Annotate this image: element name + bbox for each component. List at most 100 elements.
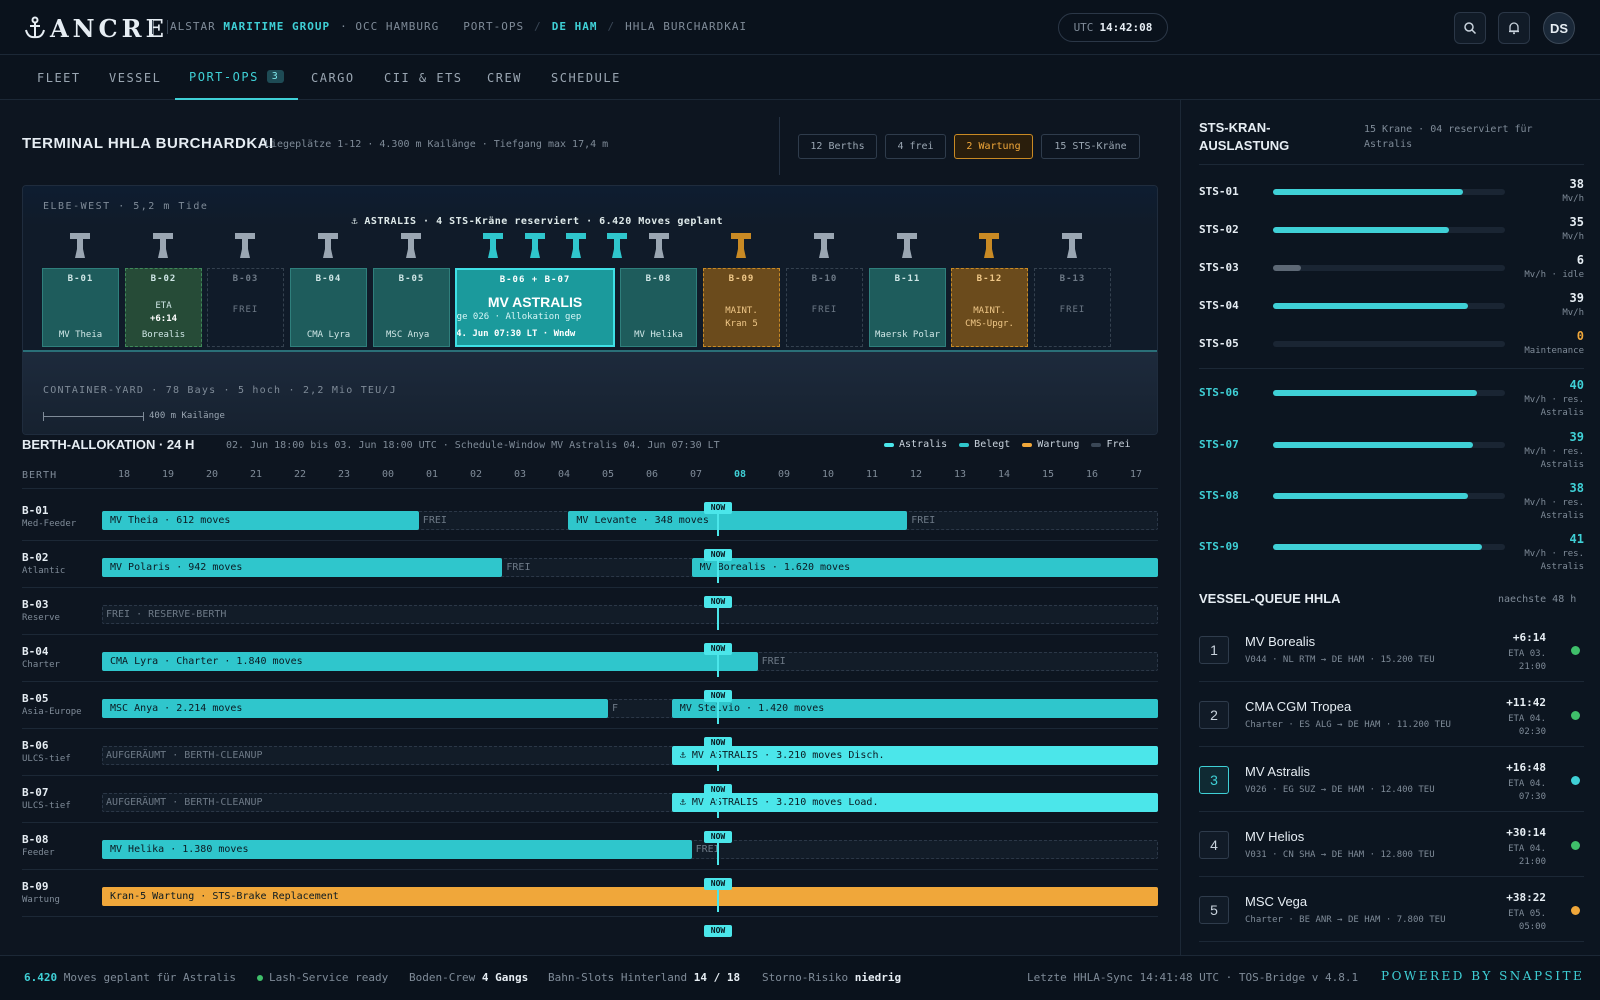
row-track <box>102 605 1158 624</box>
crane-utilization-bar <box>1273 341 1505 347</box>
crane-icon[interactable] <box>400 232 422 258</box>
crane-row[interactable]: STS-01 38 Mv/h <box>1199 177 1584 211</box>
clock-time: 14:42:08 <box>1099 21 1153 34</box>
row-berth-type: Asia-Europe <box>22 707 82 717</box>
berths-pill[interactable]: 12 Berths <box>798 134 877 159</box>
crane-icon[interactable] <box>565 232 587 258</box>
hour-tick: 07 <box>689 469 703 480</box>
footer-powered-by[interactable]: POWERED BY SNAPSITE <box>1381 969 1585 983</box>
crane-row[interactable]: STS-09 41 Mv/h · res. Astralis <box>1199 532 1584 572</box>
berth-b03[interactable]: B-03 FREI <box>207 268 284 347</box>
allocation-segment[interactable]: FREI <box>911 515 936 526</box>
queue-item[interactable]: 3 MV Astralis V026 · EG SUZ → DE HAM · 12.… <box>1199 748 1584 812</box>
crane-row[interactable]: STS-05 0 Maintenance <box>1199 329 1584 363</box>
allocation-segment[interactable]: CMA Lyra · Charter · 1.840 moves <box>102 652 758 671</box>
queue-item[interactable]: 5 MSC Vega Charter · BE ANR → DE HAM · 7.8… <box>1199 878 1584 942</box>
free-pill[interactable]: 4 frei <box>885 134 946 159</box>
berth-b12[interactable]: B-12 MAINT. CMS-Upgr. <box>951 268 1028 347</box>
allocation-segment[interactable]: FREI <box>695 844 720 855</box>
crane-icon[interactable] <box>813 232 835 258</box>
berth-b06-b07-astralis[interactable]: B-06 + B-07 MV ASTRALIS Voyage 026 · Allok… <box>455 268 615 347</box>
crane-icon[interactable] <box>896 232 918 258</box>
queue-item[interactable]: 4 MV Helios V031 · CN SHA → DE HAM · 12.80… <box>1199 813 1584 877</box>
allocation-segment[interactable]: AUFGERÄUMT · BERTH-CLEANUP <box>106 797 263 808</box>
tab-cii-ets[interactable]: CII & ETS <box>384 70 463 85</box>
tab-port-ops[interactable]: PORT-OPS 3 <box>175 55 299 100</box>
berth-b02[interactable]: B-02 ETA +6:14 Borealis <box>125 268 202 347</box>
crane-utilization-fill <box>1273 265 1301 271</box>
avatar[interactable]: DS <box>1543 12 1575 44</box>
notifications-button[interactable] <box>1498 12 1530 44</box>
crane-icon[interactable] <box>152 232 174 258</box>
breadcrumb-org[interactable]: ALSTAR MARITIME GROUP <box>170 20 331 33</box>
breadcrumb-terminal[interactable]: HHLA BURCHARDKAI <box>625 20 748 33</box>
crane-rate: 35 <box>1569 215 1584 229</box>
maintenance-pill[interactable]: 2 Wartung <box>954 134 1033 159</box>
crane-row[interactable]: STS-02 35 Mv/h <box>1199 215 1584 249</box>
legend-belegt: Belegt <box>959 439 1010 450</box>
queue-item[interactable]: 1 MV Borealis V044 · NL RTM → DE HAM · 15.… <box>1199 618 1584 682</box>
allocation-segment[interactable]: MSC Anya · 2.214 moves <box>102 699 608 718</box>
queue-item[interactable]: 2 CMA CGM Tropea Charter · ES ALG → DE HAM… <box>1199 683 1584 747</box>
tab-fleet[interactable]: FLEET <box>37 70 81 85</box>
allocation-segment[interactable]: MV Theia · 612 moves <box>102 511 419 530</box>
allocation-segment[interactable]: MV Levante · 348 moves <box>568 511 908 530</box>
allocation-segment[interactable]: AUFGERÄUMT · BERTH-CLEANUP <box>106 750 263 761</box>
crane-icon[interactable] <box>978 232 1000 258</box>
crane-icon[interactable] <box>482 232 504 258</box>
crane-icon[interactable] <box>730 232 752 258</box>
crane-name: STS-09 <box>1199 540 1239 553</box>
search-button[interactable] <box>1454 12 1486 44</box>
berth-b05[interactable]: B-05 MSC Anya <box>373 268 450 347</box>
crane-icon[interactable] <box>606 232 628 258</box>
breadcrumb-section[interactable]: PORT-OPS <box>463 20 525 33</box>
berth-b11[interactable]: B-11 Maersk Polar <box>869 268 946 347</box>
queue-position: 5 <box>1199 896 1229 924</box>
tab-crew[interactable]: CREW <box>487 70 522 85</box>
berth-b09[interactable]: B-09 MAINT. Kran 5 <box>703 268 780 347</box>
right-panel <box>1181 100 1600 955</box>
allocation-segment[interactable]: FREI <box>422 515 447 526</box>
berth-id: B-01 <box>67 274 94 284</box>
gantt-row: B-01 Med-Feeder MV Theia · 612 moves FREI MV… <box>22 494 1158 541</box>
allocation-segment[interactable]: FREI · RESERVE-BERTH <box>106 609 227 620</box>
tab-cargo[interactable]: CARGO <box>311 70 355 85</box>
berth-b01[interactable]: B-01 MV Theia <box>42 268 119 347</box>
crane-utilization-bar <box>1273 493 1505 499</box>
breadcrumb-site[interactable]: · OCC HAMBURG <box>340 20 440 33</box>
logo[interactable]: ANCRE <box>24 14 168 43</box>
allocation-segment[interactable]: MV Stelvio · 1.420 moves <box>671 699 1158 718</box>
crane-row[interactable]: STS-08 38 Mv/h · res. Astralis <box>1199 481 1584 521</box>
crane-row[interactable]: STS-04 39 Mv/h <box>1199 291 1584 325</box>
allocation-segment[interactable]: F <box>612 703 619 714</box>
allocation-segment[interactable]: ⚓ MV ASTRALIS · 3.210 moves Disch. <box>671 746 1158 765</box>
crane-icon[interactable] <box>234 232 256 258</box>
berth-b08[interactable]: B-08 MV Helika <box>620 268 697 347</box>
crane-row[interactable]: STS-07 39 Mv/h · res. Astralis <box>1199 430 1584 470</box>
allocation-segment[interactable]: FREI <box>506 562 531 573</box>
queue-eta-delta: +16:48 <box>1506 761 1546 774</box>
allocation-segment[interactable]: Kran-5 Wartung · STS-Brake Replacement <box>102 887 1158 906</box>
allocation-segment[interactable]: MV Borealis · 1.620 moves <box>691 558 1158 577</box>
crane-icon[interactable] <box>524 232 546 258</box>
breadcrumb-port[interactable]: DE HAM <box>551 20 598 33</box>
crane-row[interactable]: STS-03 6 Mv/h · idle <box>1199 253 1584 287</box>
berth-voyage: Voyage 026 · Allokation gep <box>456 312 582 322</box>
crane-icon[interactable] <box>648 232 670 258</box>
crane-icon[interactable] <box>69 232 91 258</box>
berth-b04[interactable]: B-04 CMA Lyra <box>290 268 367 347</box>
crane-icon[interactable] <box>1061 232 1083 258</box>
hour-tick: 03 <box>513 469 527 480</box>
berth-b10[interactable]: B-10 FREI <box>786 268 863 347</box>
allocation-segment[interactable]: MV Polaris · 942 moves <box>102 558 503 577</box>
crane-icon[interactable] <box>317 232 339 258</box>
crane-row[interactable]: STS-06 40 Mv/h · res. Astralis <box>1199 378 1584 418</box>
berth-b13[interactable]: B-13 FREI <box>1034 268 1111 347</box>
now-line <box>717 514 719 536</box>
allocation-segment[interactable]: FREI <box>761 656 786 667</box>
allocation-segment[interactable]: ⚓ MV ASTRALIS · 3.210 moves Load. <box>671 793 1158 812</box>
cranes-pill[interactable]: 15 STS-Kräne <box>1041 134 1140 159</box>
allocation-segment[interactable]: MV Helika · 1.380 moves <box>102 840 692 859</box>
tab-vessel[interactable]: VESSEL <box>109 70 162 85</box>
tab-schedule[interactable]: SCHEDULE <box>551 70 621 85</box>
